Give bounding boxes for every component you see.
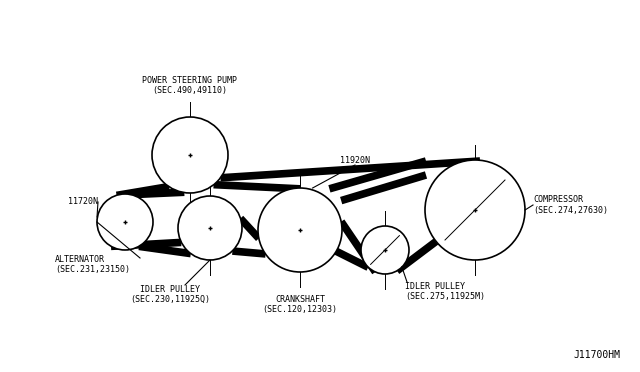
Text: 11920N: 11920N [340, 156, 370, 165]
Text: IDLER PULLEY
(SEC.230,11925Q): IDLER PULLEY (SEC.230,11925Q) [130, 285, 210, 304]
Circle shape [425, 160, 525, 260]
Circle shape [258, 188, 342, 272]
Text: COMPRESSOR
(SEC.274,27630): COMPRESSOR (SEC.274,27630) [533, 195, 608, 215]
Circle shape [178, 196, 242, 260]
Text: 11720N: 11720N [68, 198, 98, 206]
Circle shape [97, 194, 153, 250]
Text: ALTERNATOR
(SEC.231,23150): ALTERNATOR (SEC.231,23150) [55, 255, 130, 275]
Circle shape [152, 117, 228, 193]
Text: POWER STEERING PUMP
(SEC.490,49110): POWER STEERING PUMP (SEC.490,49110) [143, 76, 237, 95]
Text: IDLER PULLEY
(SEC.275,11925M): IDLER PULLEY (SEC.275,11925M) [405, 282, 485, 301]
Text: J11700HM: J11700HM [573, 350, 620, 360]
Text: CRANKSHAFT
(SEC.120,12303): CRANKSHAFT (SEC.120,12303) [262, 295, 337, 314]
Circle shape [361, 226, 409, 274]
